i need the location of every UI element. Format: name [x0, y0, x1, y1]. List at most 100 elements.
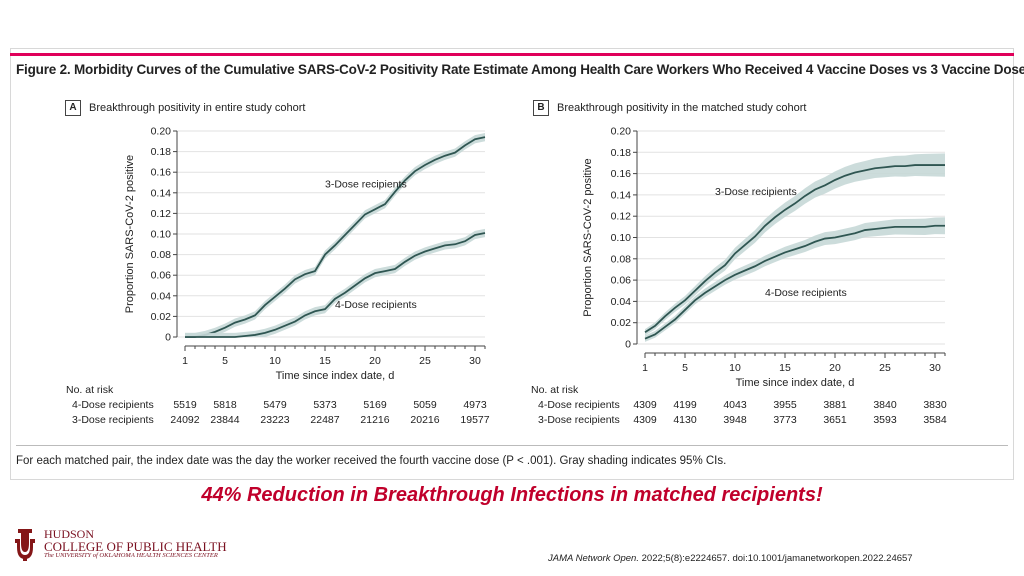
- risk-row-label: 4-Dose recipients: [538, 399, 620, 411]
- headline: 44% Reduction in Breakthrough Infections…: [201, 484, 823, 506]
- x-tick-label: 30: [929, 362, 941, 374]
- figure-title: Figure 2. Morbidity Curves of the Cumula…: [16, 62, 1024, 77]
- series-label: 4-Dose recipients: [765, 287, 847, 299]
- panel-a-header: A Breakthrough positivity in entire stud…: [65, 100, 305, 116]
- y-axis-label: Proportion SARS-CoV-2 positive: [124, 155, 136, 313]
- y-tick-label: 0.14: [151, 187, 172, 199]
- x-tick-label: 20: [369, 355, 381, 367]
- x-axis-label: Time since index date, d: [276, 370, 395, 382]
- x-tick-label: 10: [269, 355, 281, 367]
- x-tick-label: 1: [642, 362, 648, 374]
- risk-value: 5169: [363, 399, 387, 411]
- logo-line-3: The UNIVERSITY of OKLAHOMA HEALTH SCIENC…: [44, 552, 218, 560]
- risk-value: 4309: [633, 414, 657, 426]
- risk-value: 23223: [260, 414, 290, 426]
- figure-frame: [10, 48, 1014, 480]
- risk-value: 5373: [313, 399, 337, 411]
- logo-line-1: HUDSON: [44, 527, 95, 542]
- risk-value: 3840: [873, 399, 897, 411]
- risk-value: 5059: [413, 399, 437, 411]
- risk-value: 5818: [213, 399, 237, 411]
- risk-value: 4130: [673, 414, 697, 426]
- y-tick-label: 0.18: [151, 146, 172, 158]
- risk-table-title: No. at risk: [66, 384, 114, 396]
- y-tick-label: 0.18: [611, 147, 632, 159]
- risk-value: 3830: [923, 399, 947, 411]
- y-tick-label: 0.06: [611, 275, 632, 287]
- risk-value: 22487: [310, 414, 340, 426]
- figure-accent-bar: [10, 53, 1014, 56]
- ou-logo-icon: [15, 529, 35, 561]
- y-tick-label: 0.08: [151, 249, 172, 261]
- x-axis-label: Time since index date, d: [736, 377, 855, 389]
- risk-value: 19577: [460, 414, 490, 426]
- risk-row-label: 4-Dose recipients: [72, 399, 154, 411]
- y-tick-label: 0.02: [151, 311, 172, 323]
- series-line: [644, 224, 945, 340]
- citation: JAMA Network Open. 2022;5(8):e2224657. d…: [548, 553, 913, 564]
- y-tick-label: 0.10: [151, 229, 172, 241]
- risk-value: 3593: [873, 414, 897, 426]
- y-tick-label: 0.12: [611, 211, 632, 223]
- college-logo: HUDSON COLLEGE OF PUBLIC HEALTH The UNIV…: [12, 525, 227, 563]
- risk-table-title: No. at risk: [531, 384, 579, 396]
- series-line: [185, 136, 486, 338]
- risk-value: 23844: [210, 414, 240, 426]
- panel-a-letter: A: [65, 100, 81, 116]
- y-tick-label: 0.12: [151, 208, 172, 220]
- ci-band: [645, 217, 945, 342]
- panel-b-title: Breakthrough positivity in the matched s…: [557, 102, 807, 114]
- x-tick-label: 5: [222, 355, 228, 367]
- figure-footnote: For each matched pair, the index date wa…: [16, 455, 727, 467]
- series-line: [644, 164, 945, 334]
- risk-value: 4043: [723, 399, 747, 411]
- ci-band: [645, 153, 945, 336]
- risk-value: 3948: [723, 414, 747, 426]
- citation-journal: JAMA Network Open.: [548, 553, 639, 564]
- panel-b-header: B Breakthrough positivity in the matched…: [533, 100, 806, 116]
- risk-row-label: 3-Dose recipients: [72, 414, 154, 426]
- risk-value: 3651: [823, 414, 847, 426]
- x-tick-label: 25: [419, 355, 431, 367]
- series-label: 3-Dose recipients: [325, 179, 407, 191]
- x-tick-label: 15: [319, 355, 331, 367]
- y-tick-label: 0.06: [151, 270, 172, 282]
- panel-a-title: Breakthrough positivity in entire study …: [89, 102, 306, 114]
- x-tick-label: 30: [469, 355, 481, 367]
- risk-value: 20216: [410, 414, 440, 426]
- y-tick-label: 0.08: [611, 253, 632, 265]
- y-tick-label: 0.16: [611, 168, 632, 180]
- risk-value: 3773: [773, 414, 797, 426]
- y-tick-label: 0.02: [611, 317, 632, 329]
- risk-row-label: 3-Dose recipients: [538, 414, 620, 426]
- risk-value: 4199: [673, 399, 697, 411]
- x-tick-label: 20: [829, 362, 841, 374]
- y-tick-label: 0.10: [611, 232, 632, 244]
- y-tick-label: 0: [625, 339, 631, 351]
- ci-band: [185, 228, 485, 337]
- risk-value: 3955: [773, 399, 797, 411]
- series-label: 3-Dose recipients: [715, 186, 797, 198]
- risk-value: 24092: [170, 414, 200, 426]
- risk-value: 4309: [633, 399, 657, 411]
- y-tick-label: 0.04: [151, 290, 172, 302]
- x-tick-label: 1: [182, 355, 188, 367]
- risk-value: 21216: [360, 414, 390, 426]
- y-tick-label: 0.14: [611, 189, 632, 201]
- y-tick-label: 0.20: [611, 126, 632, 138]
- y-axis-label: Proportion SARS-CoV-2 positive: [582, 158, 594, 316]
- series-line: [185, 232, 486, 338]
- x-tick-label: 25: [879, 362, 891, 374]
- risk-value: 5519: [173, 399, 197, 411]
- x-tick-label: 15: [779, 362, 791, 374]
- y-tick-label: 0.20: [151, 126, 172, 138]
- x-tick-label: 5: [682, 362, 688, 374]
- y-tick-label: 0.16: [151, 167, 172, 179]
- x-tick-label: 10: [729, 362, 741, 374]
- risk-value: 4973: [463, 399, 487, 411]
- risk-value: 3584: [923, 414, 947, 426]
- citation-rest: 2022;5(8):e2224657. doi:10.1001/jamanetw…: [638, 553, 913, 564]
- series-label: 4-Dose recipients: [335, 299, 417, 311]
- risk-value: 3881: [823, 399, 847, 411]
